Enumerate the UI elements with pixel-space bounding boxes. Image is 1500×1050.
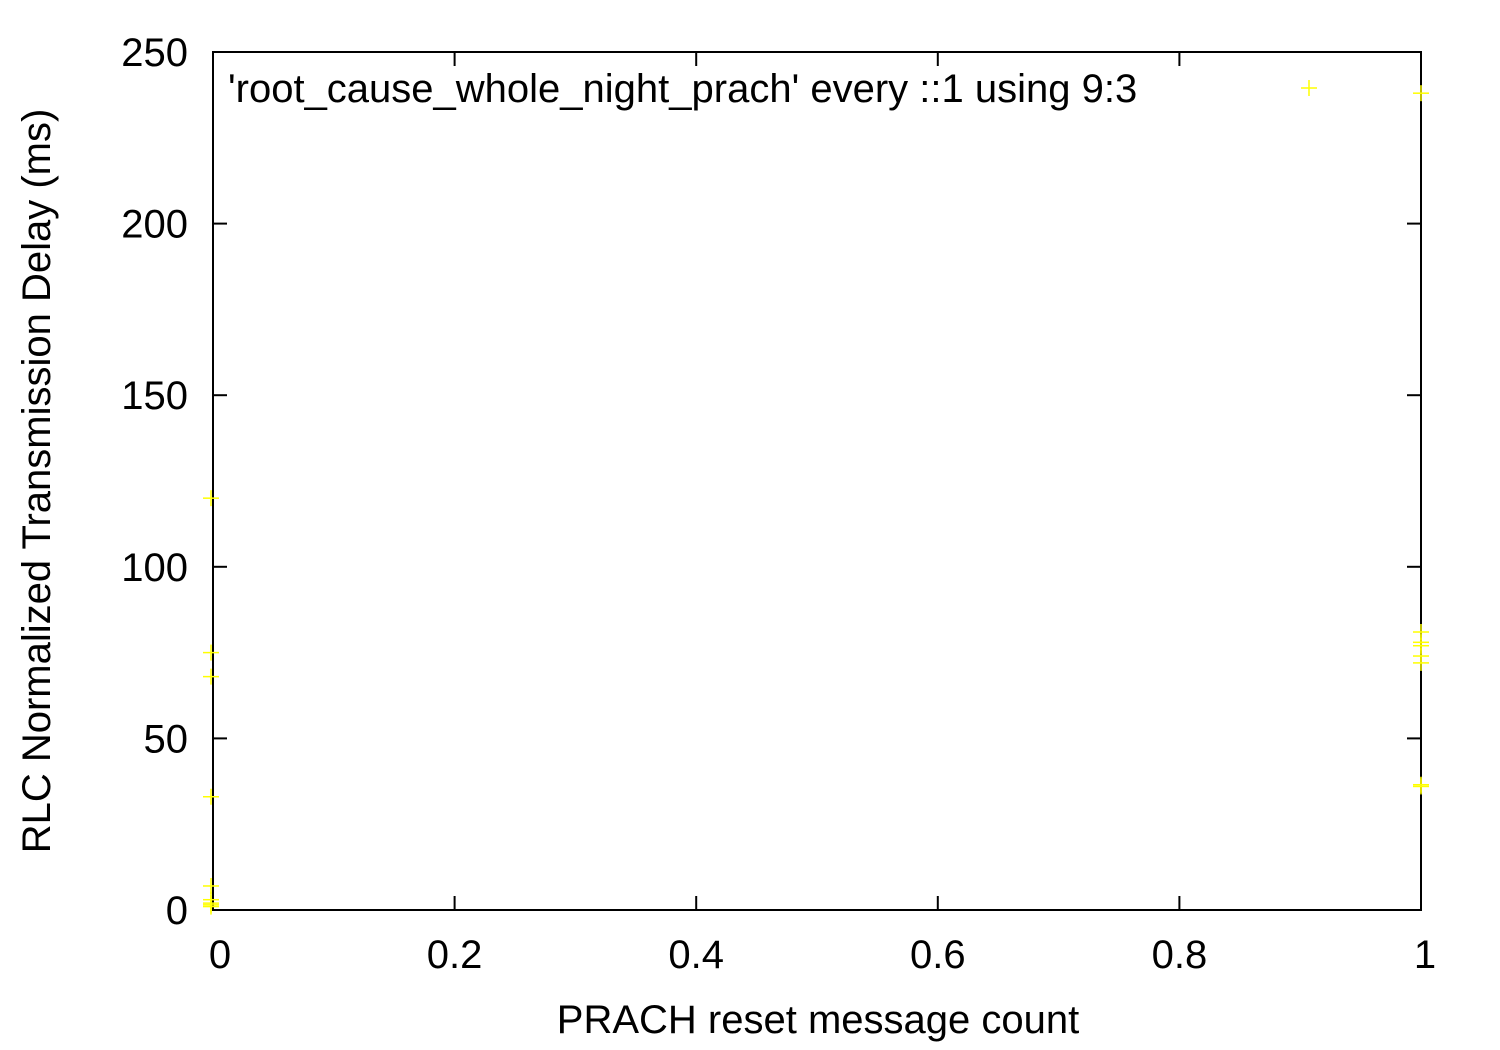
y-tick-label: 100 (121, 546, 188, 590)
data-point (203, 644, 219, 661)
data-point (1413, 654, 1429, 671)
legend-label: 'root_cause_whole_night_prach' every ::1… (228, 67, 1137, 111)
plot-frame (212, 51, 1422, 911)
data-point (1413, 85, 1429, 102)
y-tick-label: 50 (144, 717, 189, 761)
y-tick-label: 250 (121, 31, 188, 75)
x-axis-title: PRACH reset message count (557, 998, 1079, 1042)
data-point (203, 877, 219, 894)
x-tick-label: 0.8 (1152, 933, 1208, 977)
data-points (203, 85, 1429, 915)
data-point (203, 898, 219, 915)
y-axis-title: RLC Normalized Transmission Delay (ms) (15, 109, 59, 854)
data-point (203, 668, 219, 685)
x-axis: 0 0.2 0.4 0.6 0.8 1 (209, 52, 1436, 977)
data-point (203, 490, 219, 507)
y-tick-label: 200 (121, 203, 188, 247)
data-point (1413, 778, 1429, 795)
legend-marker (1301, 80, 1317, 96)
y-tick-label: 0 (166, 889, 188, 933)
y-tick-label: 150 (121, 374, 188, 418)
x-tick-label: 0 (209, 933, 231, 977)
x-tick-label: 1 (1414, 933, 1436, 977)
legend: 'root_cause_whole_night_prach' every ::1… (228, 67, 1317, 111)
data-point (203, 788, 219, 805)
x-tick-label: 0.4 (668, 933, 724, 977)
x-tick-label: 0.2 (427, 933, 483, 977)
x-tick-label: 0.6 (910, 933, 966, 977)
legend-marker-glyph (1301, 80, 1317, 96)
y-axis: 0 50 100 150 200 250 (121, 31, 1421, 933)
